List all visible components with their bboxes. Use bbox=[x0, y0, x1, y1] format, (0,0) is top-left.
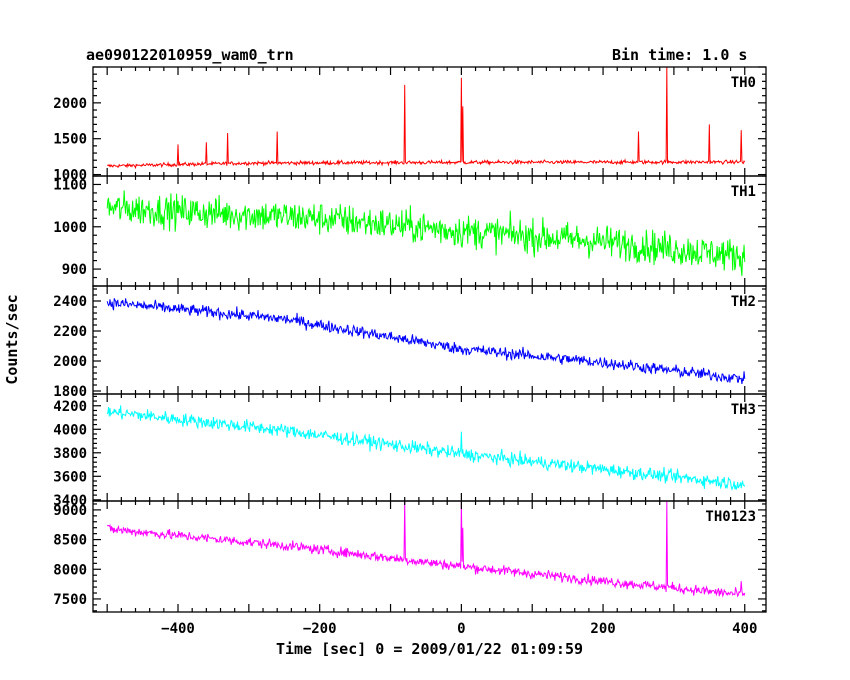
panel-th0123: 7500 8000 8500 9000 TH0123 bbox=[53, 500, 767, 613]
y-tick-label: 1000 bbox=[53, 168, 87, 184]
y-tick-label: 1000 bbox=[53, 220, 87, 236]
y-tick-label: 3600 bbox=[53, 469, 87, 485]
y-axis-label: Counts/sec bbox=[3, 294, 21, 384]
y-tick-label: 2400 bbox=[53, 294, 87, 310]
y-tick-label: 9000 bbox=[53, 503, 87, 519]
x-tick-label: 400 bbox=[732, 621, 757, 637]
panel-th2: 1800 2000 2200 2400 TH2 bbox=[53, 285, 767, 400]
panel-frame bbox=[92, 393, 767, 502]
panel-th3: 3400 3600 3800 4000 4200 TH3 bbox=[53, 393, 767, 509]
panel-label-th2: TH2 bbox=[731, 294, 756, 310]
panel-label-th3: TH3 bbox=[731, 402, 756, 418]
y-tick-label: 4000 bbox=[53, 422, 87, 438]
y-tick-label: 7500 bbox=[53, 592, 87, 608]
x-tick-label: 200 bbox=[590, 621, 615, 637]
y-tick-label: 4200 bbox=[53, 399, 87, 415]
y-tick-label: 1100 bbox=[53, 177, 87, 193]
y-tick-label: 3400 bbox=[53, 493, 87, 509]
y-tick-label: 2000 bbox=[53, 96, 87, 112]
y-tick-label: 2000 bbox=[53, 354, 87, 370]
panel-label-th0123: TH0123 bbox=[705, 509, 756, 525]
y-tick-label: 3800 bbox=[53, 446, 87, 462]
panel-th0: 1000 1500 2000 TH0 bbox=[53, 66, 767, 184]
panel-frame bbox=[92, 66, 767, 177]
panel-frame bbox=[92, 285, 767, 395]
x-tick-label: −400 bbox=[161, 621, 195, 637]
y-tick-label: 1800 bbox=[53, 384, 87, 400]
y-tick-label: 2200 bbox=[53, 324, 87, 340]
y-tick-label: 900 bbox=[62, 262, 87, 278]
chart-title: ae090122010959_wam0_trn bbox=[86, 46, 294, 64]
panel-frame bbox=[92, 500, 767, 613]
y-tick-label: 8500 bbox=[53, 533, 87, 549]
series-line-th0123 bbox=[106, 501, 746, 598]
y-tick-label: 8000 bbox=[53, 562, 87, 578]
x-tick-label: −200 bbox=[303, 621, 337, 637]
panel-label-th1: TH1 bbox=[731, 184, 756, 200]
panel-label-th0: TH0 bbox=[731, 75, 756, 91]
x-axis-label: Time [sec] 0 = 2009/01/22 01:09:59 bbox=[276, 640, 583, 658]
series-line-th3 bbox=[106, 405, 746, 491]
series-line-th2 bbox=[106, 298, 746, 384]
series-line-th1 bbox=[106, 190, 746, 276]
bin-time-label: Bin time: 1.0 s bbox=[612, 46, 748, 64]
series-line-th0 bbox=[106, 67, 746, 170]
panel-th1: 900 1000 1100 TH1 bbox=[53, 175, 767, 287]
y-tick-label: 1500 bbox=[53, 132, 87, 148]
x-tick-label: 0 bbox=[457, 621, 465, 637]
